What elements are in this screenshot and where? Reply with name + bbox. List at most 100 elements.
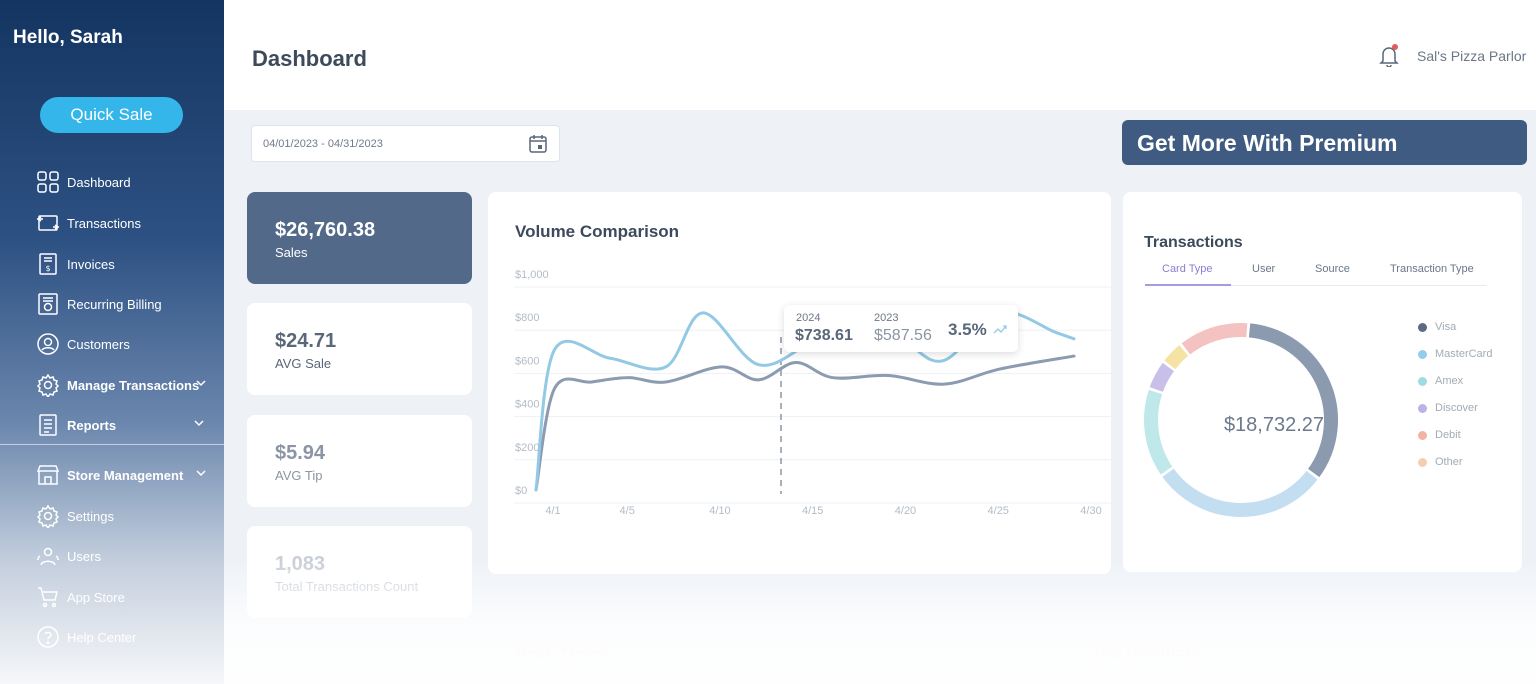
stat-card-total-transactions: 1,083 Total Transactions Count bbox=[247, 526, 472, 618]
tooltip-year-a: 2024 bbox=[796, 312, 821, 324]
stat-card-avg-sale: $24.71 AVG Sale bbox=[247, 303, 472, 395]
tab-transaction-type[interactable]: Transaction Type bbox=[1390, 263, 1474, 275]
top-header: Dashboard Sal's Pizza Parlor bbox=[224, 0, 1536, 110]
sidebar-item-help-center[interactable]: Help Center bbox=[36, 624, 211, 650]
stat-value: $5.94 bbox=[275, 442, 326, 464]
legend-item: MasterCard bbox=[1418, 347, 1492, 361]
volume-comparison-card: Volume Comparison $0 $200 $400 $600 $800 $1,0… bbox=[488, 192, 1111, 574]
legend-swatch bbox=[1418, 376, 1427, 386]
tab-card-type[interactable]: Card Type bbox=[1162, 263, 1213, 275]
donut-slice-mastercard bbox=[1162, 468, 1318, 517]
quick-sale-button[interactable]: Quick Sale bbox=[40, 97, 183, 133]
gear-icon bbox=[36, 373, 60, 399]
transactions-card: Transactions Card Type User Source Trans… bbox=[1123, 192, 1522, 572]
sidebar-item-app-store[interactable]: App Store bbox=[36, 584, 211, 610]
y-tick-label: $400 bbox=[515, 399, 539, 411]
chevron-down-icon[interactable] bbox=[195, 467, 207, 479]
x-tick-label: 4/5 bbox=[620, 505, 635, 517]
legend-swatch bbox=[1418, 322, 1427, 332]
user-circle-icon bbox=[36, 332, 60, 356]
help-icon bbox=[36, 625, 60, 649]
stat-label: Total Transactions Count bbox=[275, 579, 419, 594]
x-tick-label: 4/25 bbox=[988, 505, 1009, 517]
legend-item: Other bbox=[1418, 455, 1463, 469]
sidebar-item-label: Reports bbox=[67, 417, 117, 433]
stat-value: $26,760.38 bbox=[275, 219, 376, 241]
store-name[interactable]: Sal's Pizza Parlor bbox=[1417, 48, 1527, 64]
sidebar-item-transactions[interactable]: Transactions bbox=[36, 210, 211, 236]
sidebar-item-reports[interactable]: Reports bbox=[36, 412, 211, 438]
donut-slice-other bbox=[1181, 323, 1248, 355]
calendar-billing-icon bbox=[36, 292, 60, 316]
users-icon bbox=[36, 544, 60, 568]
stat-label: AVG Sale bbox=[275, 356, 332, 371]
legend-label: Visa bbox=[1435, 321, 1457, 333]
notification-dot bbox=[1392, 44, 1398, 50]
legend-label: Amex bbox=[1435, 375, 1464, 387]
sidebar-item-invoices[interactable]: $ Invoices bbox=[36, 251, 211, 277]
volume-chart: $0 $200 $400 $600 $800 $1,000 4/1 4/5 4/10 4/15 4/… bbox=[514, 269, 1111, 517]
donut-slice-visa bbox=[1248, 323, 1338, 478]
transfer-icon bbox=[36, 211, 60, 235]
y-tick-label: $800 bbox=[515, 312, 539, 324]
sidebar-item-customers[interactable]: Customers bbox=[36, 331, 211, 357]
tooltip-change: 3.5% bbox=[948, 320, 987, 339]
stat-card-sales: $26,760.38 Sales bbox=[247, 192, 472, 284]
sidebar-item-manage-transactions[interactable]: Manage Transactions bbox=[36, 372, 211, 399]
y-tick-label: $1,000 bbox=[515, 269, 549, 281]
report-icon bbox=[36, 413, 60, 437]
sidebar: Hello, Sarah Quick Sale Dashboard Transa… bbox=[0, 0, 224, 684]
sidebar-item-recurring-billing[interactable]: Recurring Billing bbox=[36, 291, 211, 317]
tab-user[interactable]: User bbox=[1252, 263, 1276, 275]
card-title: Transactions bbox=[1144, 234, 1243, 251]
calendar-icon[interactable] bbox=[528, 134, 548, 154]
sidebar-item-settings[interactable]: Settings bbox=[36, 503, 211, 530]
sidebar-item-label: Help Center bbox=[67, 629, 137, 645]
date-range-picker[interactable]: 04/01/2023 - 04/31/2023 bbox=[251, 125, 560, 162]
sidebar-item-label: Users bbox=[67, 548, 101, 564]
stat-label: AVG Tip bbox=[275, 468, 323, 483]
legend-swatch bbox=[1418, 430, 1427, 440]
chevron-down-icon[interactable] bbox=[193, 417, 205, 429]
svg-text:$: $ bbox=[46, 264, 51, 273]
card-type-donut bbox=[1144, 323, 1338, 517]
grid-icon bbox=[36, 170, 60, 194]
active-tab-indicator bbox=[1145, 284, 1231, 286]
sidebar-item-label: Customers bbox=[67, 336, 130, 352]
tooltip-value-a: $738.61 bbox=[795, 327, 853, 344]
store-icon bbox=[36, 463, 60, 487]
stat-label: Sales bbox=[275, 245, 308, 260]
tab-source[interactable]: Source bbox=[1315, 263, 1350, 275]
series-line-2023 bbox=[534, 354, 1076, 492]
donut-slice-amex bbox=[1144, 389, 1173, 475]
sidebar-item-label: Manage Transactions bbox=[67, 377, 200, 393]
sidebar-item-users[interactable]: Users bbox=[36, 543, 211, 569]
legend-swatch bbox=[1418, 457, 1427, 467]
x-tick-label: 4/20 bbox=[895, 505, 916, 517]
legend-item: Debit bbox=[1418, 428, 1461, 442]
trend-up-icon bbox=[993, 325, 1007, 334]
bell-icon[interactable] bbox=[1379, 45, 1399, 67]
donut-total: $18,732.27 bbox=[1223, 414, 1325, 436]
gear-icon bbox=[36, 504, 60, 530]
sidebar-item-label: Recurring Billing bbox=[67, 296, 162, 312]
sidebar-item-label: Dashboard bbox=[67, 174, 131, 190]
stat-value: 1,083 bbox=[275, 553, 326, 575]
peak-times-heading: Peak Times bbox=[515, 644, 609, 663]
chevron-down-icon[interactable] bbox=[195, 377, 207, 389]
page-title: Dashboard bbox=[252, 46, 367, 71]
sidebar-item-store-management[interactable]: Store Management bbox=[36, 462, 211, 488]
premium-banner[interactable]: Get More With Premium bbox=[1122, 120, 1527, 165]
donut-slice-debit bbox=[1164, 345, 1189, 370]
chart-tooltip: 2024 $738.61 2023 $587.56 3.5% bbox=[784, 305, 1018, 352]
sidebar-item-label: Invoices bbox=[67, 256, 115, 272]
sidebar-item-label: App Store bbox=[67, 589, 125, 605]
cart-icon bbox=[36, 585, 60, 609]
date-range-value: 04/01/2023 - 04/31/2023 bbox=[263, 138, 383, 150]
x-tick-label: 4/30 bbox=[1080, 505, 1101, 517]
legend-item: Discover bbox=[1418, 401, 1478, 415]
y-tick-label: $600 bbox=[515, 355, 539, 367]
legend-swatch bbox=[1418, 403, 1427, 413]
sidebar-item-dashboard[interactable]: Dashboard bbox=[36, 169, 211, 195]
tab-divider bbox=[1145, 285, 1487, 286]
